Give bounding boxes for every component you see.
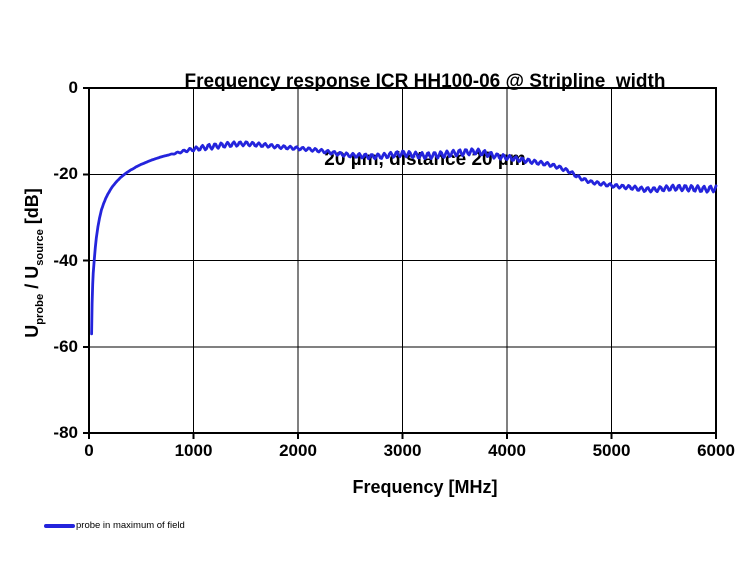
- y-axis-label-sub-probe: probe: [33, 293, 46, 325]
- y-axis-label-base: U: [22, 324, 43, 338]
- y-axis-label: Uprobe / Usource [dB]: [22, 188, 46, 338]
- y-tick-label: -20: [53, 164, 78, 184]
- x-tick-label: 3000: [383, 441, 422, 460]
- y-tick-label: -80: [53, 423, 78, 442]
- frequency-response-curve: [90, 140, 718, 336]
- x-tick-label: 6000: [697, 441, 735, 460]
- x-tick-label: 0: [84, 441, 94, 460]
- y-tick-label: -60: [53, 336, 78, 356]
- y-axis-label-unit: [dB]: [22, 188, 43, 230]
- x-tick-label: 5000: [592, 441, 631, 460]
- x-tick-label: 1000: [174, 441, 213, 460]
- legend: probe in maximum of field: [44, 520, 185, 532]
- legend-line-sample: [44, 524, 75, 528]
- y-tick-label: -40: [53, 250, 78, 270]
- legend-label: probe in maximum of field: [76, 520, 185, 531]
- x-tick-label: 4000: [488, 441, 526, 460]
- x-tick-label: 2000: [279, 441, 317, 460]
- y-tick-label: 0: [68, 78, 78, 97]
- x-axis-label: Frequency [MHz]: [352, 477, 498, 497]
- y-axis-label-sub-source: source: [33, 229, 46, 266]
- y-axis-label-divider: / U: [22, 265, 43, 294]
- chart-title-line1: Frequency response ICR HH100-06 @ Stripl…: [184, 71, 666, 92]
